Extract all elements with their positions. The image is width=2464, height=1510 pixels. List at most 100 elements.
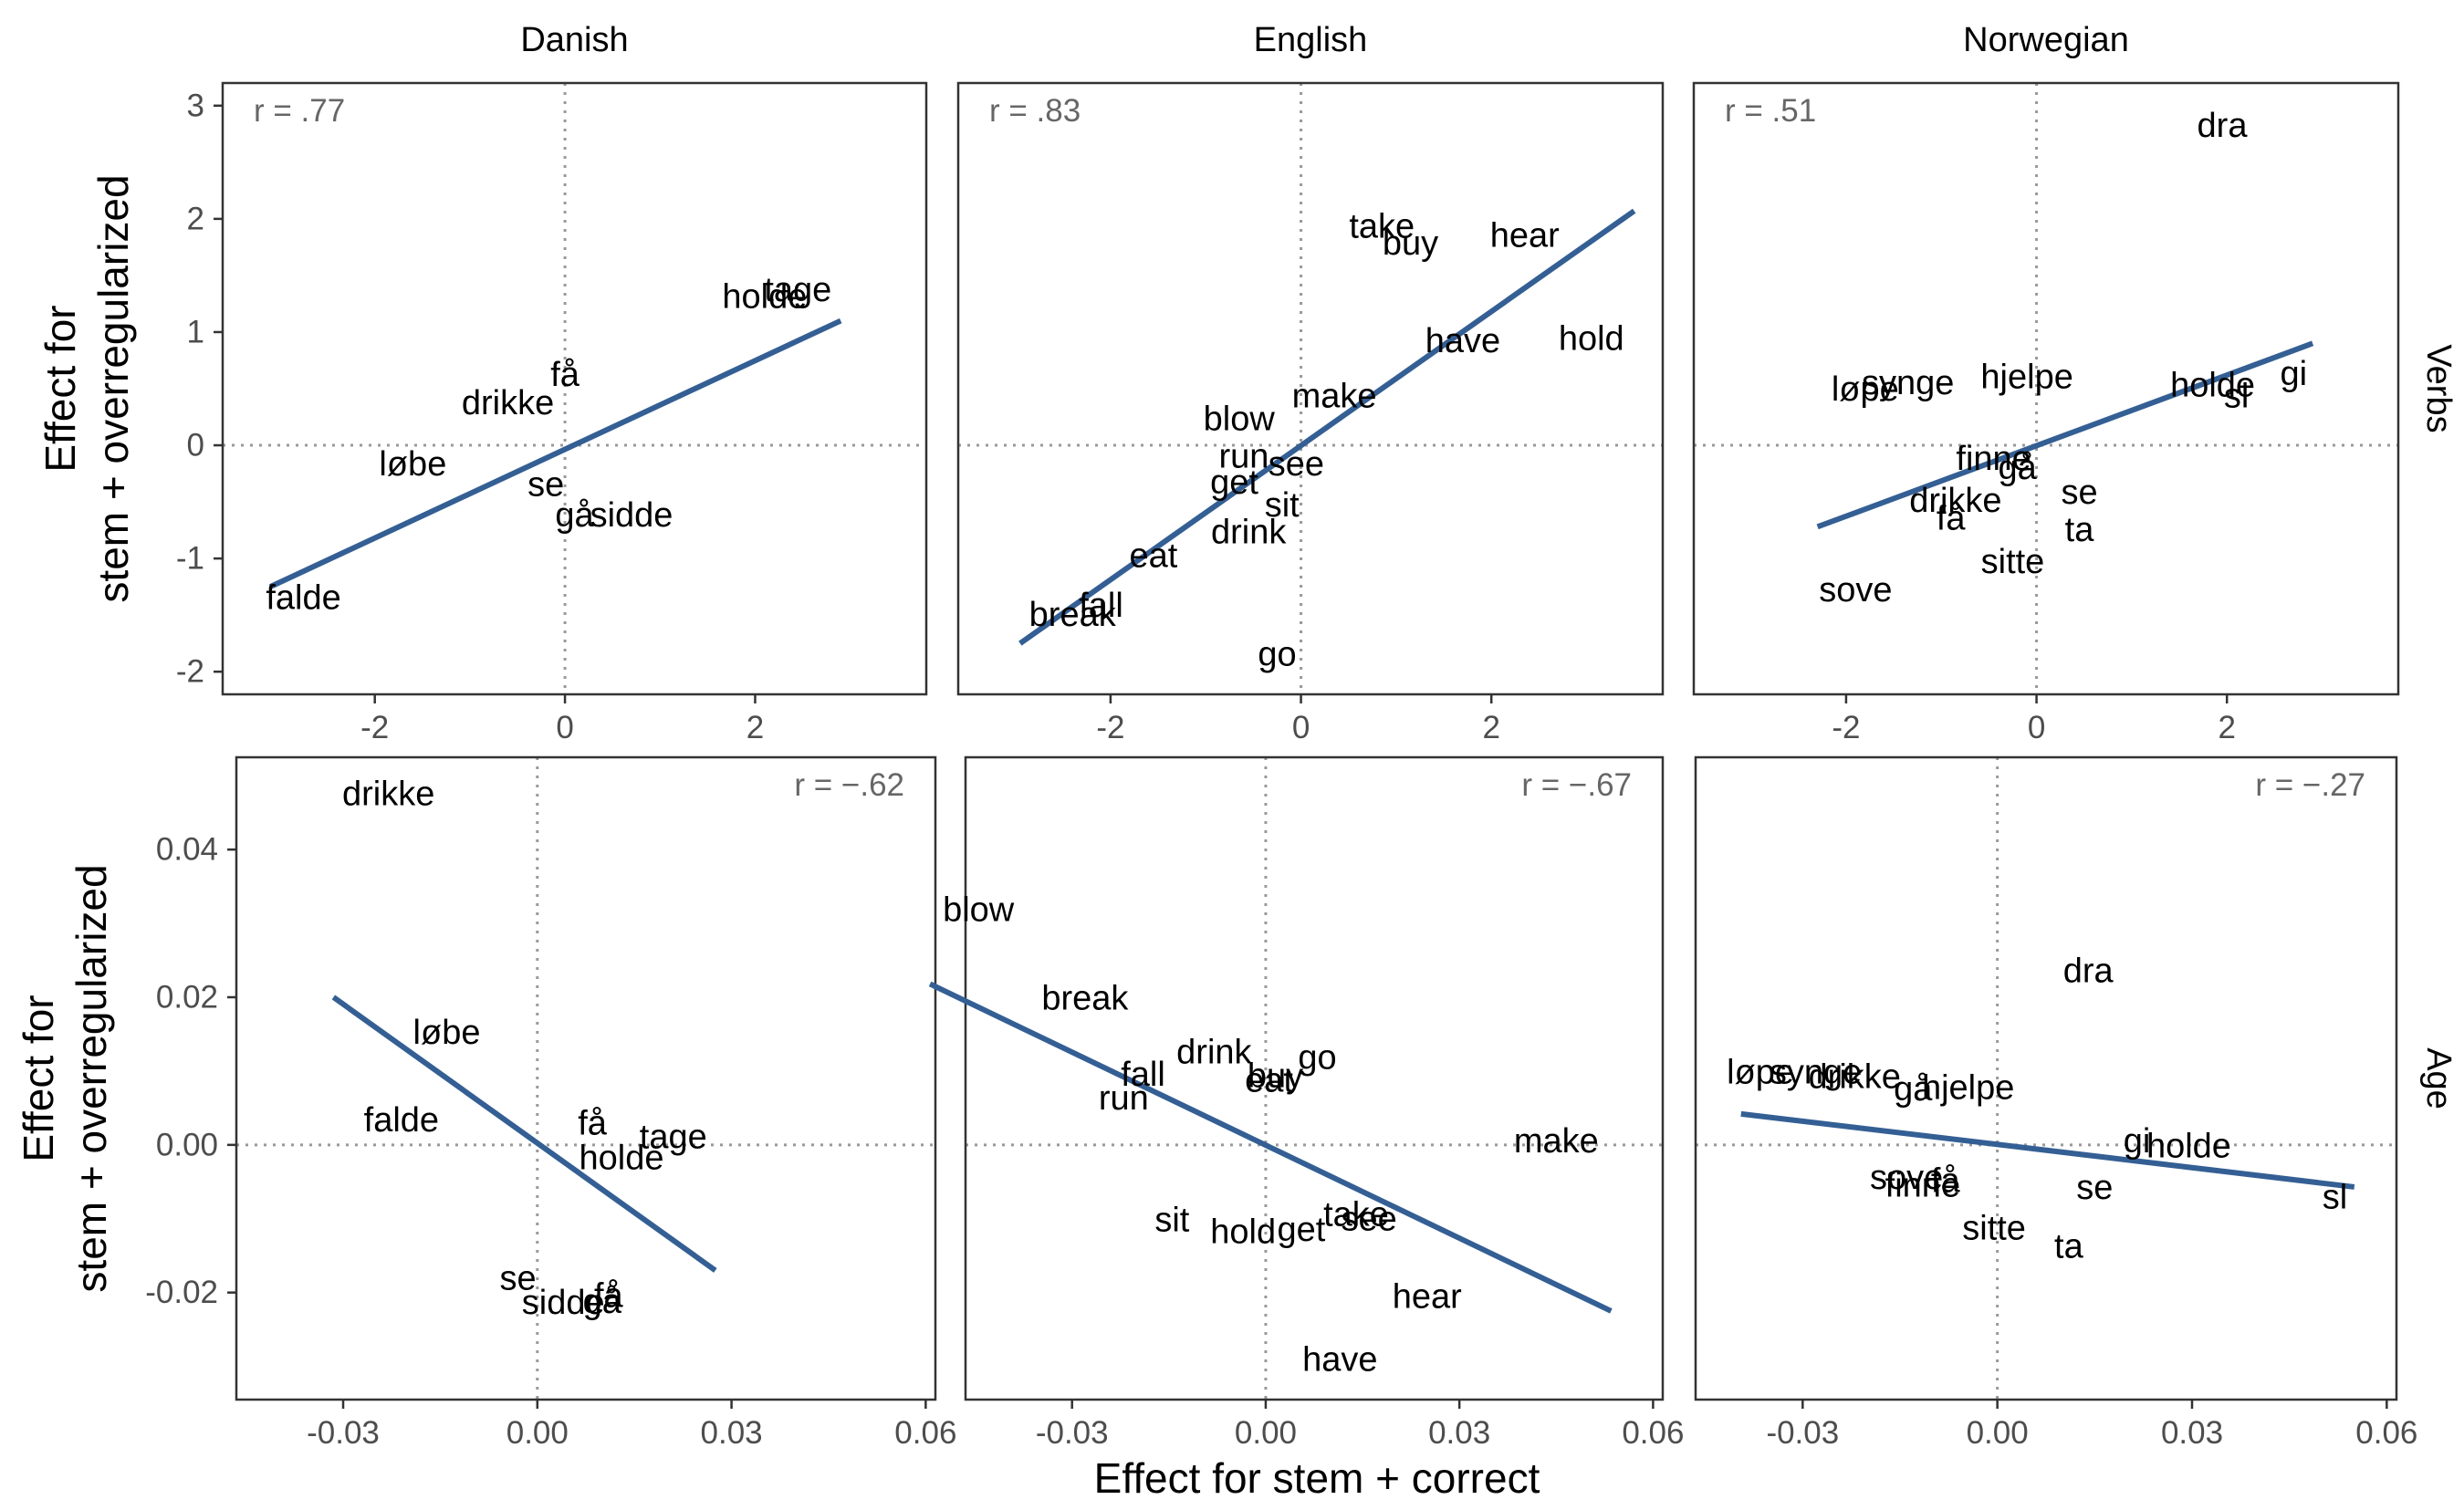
point-label: sitte	[1962, 1209, 2026, 1247]
point-label: run	[1099, 1079, 1149, 1118]
x-tick-label: 0.06	[894, 1415, 956, 1451]
point-label: have	[1302, 1340, 1377, 1379]
point-label: get	[1277, 1211, 1325, 1249]
point-label: hear	[1490, 217, 1560, 255]
panel-frame	[956, 81, 1665, 696]
point-label: gå	[555, 496, 594, 535]
correlation-annotation: r = −.62	[794, 767, 904, 803]
y-tick-label: 0.02	[156, 979, 218, 1015]
point-label: fall	[1079, 587, 1123, 625]
regression-line	[1018, 208, 1636, 646]
point-label: gå	[1894, 1070, 1933, 1109]
regression-line	[268, 318, 842, 589]
panel-frame	[1694, 755, 2398, 1401]
point-label: finne	[1885, 1166, 1960, 1204]
point-label: take	[1349, 208, 1415, 246]
point-label: hold	[1559, 319, 1624, 358]
point-label: make	[1514, 1122, 1599, 1161]
x-tick-label: 0.00	[1967, 1415, 2029, 1451]
regression-line	[1740, 1110, 2355, 1190]
point-label: buy	[1248, 1057, 1303, 1096]
point-label: holde	[2170, 366, 2255, 404]
point-label: gå	[1999, 449, 2038, 487]
x-tick-label: -2	[360, 710, 389, 745]
x-tick-label: 2	[1482, 710, 1499, 745]
point-label: sove	[1819, 571, 1892, 609]
y-tick-label: 0.00	[156, 1127, 218, 1162]
facet-row-label: Age	[2419, 1047, 2458, 1109]
facet-column-label: English	[1254, 21, 1368, 59]
x-tick-label: 0.00	[506, 1415, 569, 1451]
point-label: get	[1210, 463, 1258, 502]
point-label: løpe	[1832, 370, 1899, 409]
correlation-annotation: r = .51	[1725, 93, 1816, 129]
point-label: hold	[1210, 1213, 1276, 1251]
point-label: synge	[1862, 364, 1954, 402]
y-axis-title: stem + overregularized	[68, 864, 115, 1292]
x-tick-label: 2	[747, 710, 764, 745]
point-label: drikke	[1809, 1057, 1901, 1096]
regression-line	[1816, 340, 2314, 530]
correlation-annotation: r = .83	[989, 93, 1081, 129]
point-label: drink	[1176, 1034, 1252, 1072]
point-label: drikke	[462, 384, 554, 422]
point-label: drink	[1211, 514, 1287, 552]
point-label: sidde	[590, 496, 673, 535]
panel-frame	[1692, 81, 2400, 696]
point-label: sitte	[1981, 543, 2045, 581]
facet-column-label: Danish	[520, 21, 628, 59]
point-label: finne	[1956, 440, 2031, 478]
y-tick-label: -1	[176, 541, 204, 577]
point-label: sit	[1154, 1201, 1189, 1239]
point-label: gå	[583, 1283, 622, 1321]
point-label: see	[1341, 1201, 1396, 1239]
point-label: break	[1041, 980, 1129, 1018]
point-label: se	[527, 465, 564, 504]
point-label: run	[1219, 437, 1269, 475]
regression-line	[331, 995, 717, 1273]
x-tick-label: 0.03	[2161, 1415, 2223, 1451]
point-label: make	[1292, 378, 1377, 416]
point-label: buy	[1383, 224, 1438, 263]
point-label: se	[2061, 474, 2097, 512]
point-label: synge	[1770, 1054, 1862, 1092]
x-tick-label: 2	[2218, 710, 2235, 745]
point-label: see	[1269, 445, 1324, 484]
x-tick-label: 0.06	[1622, 1415, 1684, 1451]
point-label: hjelpe	[1922, 1069, 2014, 1108]
point-label: eat	[1129, 537, 1177, 576]
point-label: eat	[1245, 1061, 1293, 1099]
y-axis-title: stem + overregularized	[89, 174, 137, 602]
point-label: falde	[266, 579, 340, 618]
point-label: tage	[640, 1119, 707, 1157]
panel-frame	[221, 81, 928, 696]
y-tick-label: 1	[187, 314, 204, 349]
point-label: se	[499, 1259, 536, 1297]
point-label: blow	[943, 891, 1015, 930]
point-label: sit	[1265, 486, 1300, 525]
point-label: få	[1931, 1161, 1961, 1200]
x-axis-title: Effect for stem + correct	[1094, 1454, 1540, 1502]
point-label: have	[1425, 322, 1500, 360]
point-label: break	[1029, 596, 1117, 634]
x-tick-label: 0	[556, 710, 573, 745]
point-label: hear	[1393, 1278, 1462, 1317]
y-tick-label: 0	[187, 428, 204, 463]
x-tick-label: 0.03	[1428, 1415, 1490, 1451]
x-tick-label: -2	[1096, 710, 1124, 745]
x-tick-label: 0.06	[2355, 1415, 2417, 1451]
panel-frame	[235, 755, 937, 1401]
point-label: sove	[1870, 1159, 1943, 1197]
x-tick-label: 0.00	[1235, 1415, 1297, 1451]
point-label: gi	[2124, 1122, 2151, 1161]
point-label: holde	[579, 1139, 664, 1177]
point-label: sl	[2224, 378, 2249, 416]
y-tick-label: -2	[176, 654, 204, 690]
point-label: få	[578, 1104, 608, 1142]
point-label: go	[1298, 1038, 1336, 1077]
point-label: se	[2076, 1169, 2113, 1207]
point-label: løbe	[413, 1014, 481, 1052]
y-tick-label: -0.02	[145, 1275, 218, 1310]
